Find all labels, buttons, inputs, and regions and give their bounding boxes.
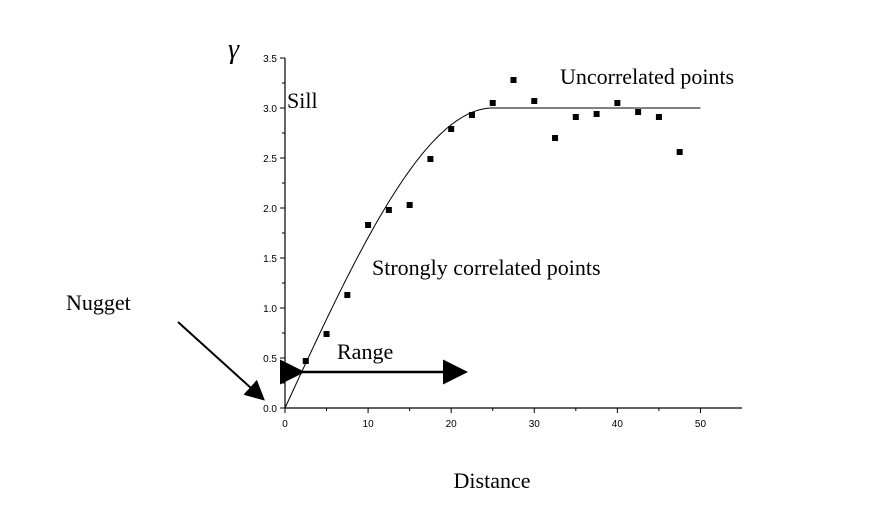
annotation-uncorrelated: Uncorrelated points	[560, 64, 734, 89]
annotation-correlated: Strongly correlated points	[372, 255, 601, 280]
x-ticks: 0 10 20 30 40 50	[282, 408, 706, 430]
data-point	[365, 222, 372, 228]
nugget-arrow	[177, 321, 265, 401]
data-point	[385, 207, 392, 213]
data-point	[427, 156, 434, 162]
annotation-sill: Sill	[287, 88, 318, 113]
x-tick-label: 50	[695, 419, 707, 430]
data-point	[344, 292, 351, 298]
data-point	[676, 149, 683, 155]
x-tick-label: 40	[612, 419, 624, 430]
data-point	[552, 135, 559, 141]
y-tick-label: 0.0	[263, 404, 277, 415]
y-tick-label: 2.0	[263, 204, 277, 215]
data-point	[635, 109, 642, 115]
data-point	[531, 98, 538, 104]
data-point	[406, 202, 413, 208]
data-point	[448, 126, 455, 132]
annotation-range: Range	[337, 339, 393, 364]
y-tick-label: 2.5	[263, 154, 277, 165]
annotation-nugget: Nugget	[66, 290, 131, 315]
x-tick-label: 10	[363, 419, 375, 430]
y-tick-label: 0.5	[263, 354, 277, 365]
y-tick-label: 3.0	[263, 104, 277, 115]
data-point	[489, 100, 496, 106]
y-tick-label: 1.0	[263, 304, 277, 315]
x-tick-label: 30	[529, 419, 541, 430]
x-tick-label: 0	[282, 419, 288, 430]
x-axis-label: Distance	[454, 468, 531, 493]
spherical-model-curve	[284, 107, 701, 409]
data-point	[655, 114, 662, 120]
data-point	[302, 358, 309, 364]
data-point	[593, 111, 600, 117]
data-point	[468, 112, 475, 118]
data-point	[323, 331, 330, 337]
data-point	[510, 77, 517, 83]
y-tick-label: 3.5	[263, 54, 277, 65]
y-ticks: 0.0 0.5 1.0 1.5 2.0 2.5 3.0 3.5	[263, 54, 285, 415]
y-tick-label: 1.5	[263, 254, 277, 265]
data-point	[614, 100, 621, 106]
x-tick-label: 20	[446, 419, 458, 430]
y-axis-label: γ	[228, 34, 240, 65]
data-point	[572, 114, 579, 120]
data-points	[302, 77, 683, 364]
